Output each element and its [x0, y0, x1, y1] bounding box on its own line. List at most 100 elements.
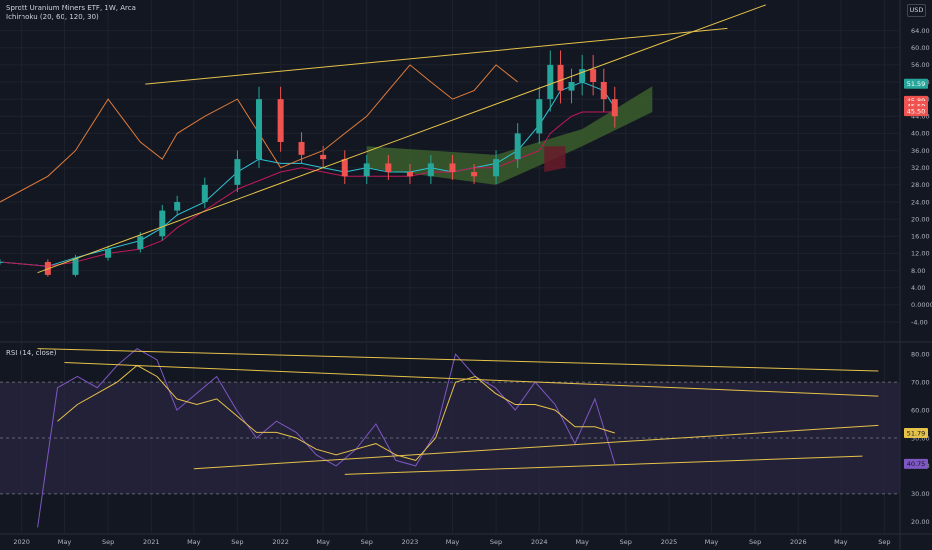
time-tick-label: Sep	[620, 538, 632, 546]
cloud-bull	[366, 86, 653, 185]
rsi-trendline[interactable]	[64, 362, 879, 397]
candle-body	[514, 133, 521, 160]
candle-body	[159, 210, 166, 237]
price-tick-label: 36.00	[911, 147, 930, 155]
candle-body	[174, 202, 181, 211]
price-tick-label: 44.00	[911, 113, 930, 121]
candle-body	[611, 99, 618, 117]
candle-body	[234, 159, 241, 185]
time-tick-label: Sep	[102, 538, 114, 546]
time-tick-label: 2023	[402, 538, 419, 546]
time-tick-label: 2024	[531, 538, 548, 546]
series-conversion-line	[0, 81, 616, 267]
time-tick-label: Sep	[490, 538, 502, 546]
rsi-tick-label: 20.00	[911, 518, 930, 526]
candle-body	[568, 82, 575, 91]
series-base-line	[0, 111, 615, 267]
candle-body	[298, 142, 305, 155]
candle-body	[427, 163, 434, 177]
candle-body	[579, 69, 586, 82]
time-tick-label: May	[316, 538, 330, 546]
chart-title: Sprott Uranium Miners ETF, 1W, Arca	[6, 4, 136, 12]
candle-body	[277, 99, 284, 142]
rsi-trendline[interactable]	[193, 424, 879, 470]
candle-body	[547, 64, 554, 100]
candle-body	[493, 159, 500, 177]
price-tag	[904, 78, 928, 89]
price-trendline[interactable]	[145, 27, 728, 85]
time-tick-label: May	[446, 538, 460, 546]
rsi-tag-label: 51.79	[907, 429, 926, 437]
price-tag	[904, 106, 928, 117]
time-tick-label: 2021	[143, 538, 160, 546]
candle-body	[72, 257, 79, 275]
rsi-tag	[904, 427, 928, 438]
rsi-series-rsi-based-ma	[57, 364, 615, 461]
candle-body	[557, 64, 564, 91]
rsi-label: RSI (14, close)	[6, 349, 57, 357]
candle-body	[449, 163, 456, 172]
rsi-band	[0, 381, 900, 495]
price-tick-label: 12.00	[911, 250, 930, 258]
rsi-tick-label: 50.00	[911, 434, 930, 442]
cloud-bear	[544, 146, 566, 172]
price-tick-label: 8.00	[911, 267, 925, 275]
axes: 64.0060.0056.0052.0048.0044.0040.0036.00…	[13, 27, 932, 546]
time-tick-label: May	[187, 538, 201, 546]
candle-body	[137, 236, 144, 250]
price-tick-label: 28.00	[911, 181, 930, 189]
time-tick-label: Sep	[749, 538, 761, 546]
price-tick-label: 56.00	[911, 61, 930, 69]
time-tick-label: 2026	[790, 538, 807, 546]
price-tick-label: 32.00	[911, 164, 930, 172]
price-candles	[0, 50, 618, 277]
time-tick-label: Sep	[231, 538, 243, 546]
rsi-tick-label: 30.00	[911, 490, 930, 498]
time-tick-label: 2022	[272, 538, 289, 546]
rsi-tick-label: 60.00	[911, 406, 930, 414]
rsi-trendline[interactable]	[37, 348, 879, 372]
price-trendline[interactable]	[37, 4, 766, 274]
candle-body	[363, 163, 370, 177]
time-tick-label: May	[834, 538, 848, 546]
rsi-tag	[904, 458, 928, 469]
price-tick-label: 24.00	[911, 198, 930, 206]
candle-body	[406, 172, 413, 177]
candle-body	[536, 99, 543, 134]
time-tick-label: Sep	[878, 538, 890, 546]
candle-body	[105, 249, 112, 258]
trendlines[interactable]	[37, 4, 879, 475]
price-tick-label: 0.0000	[911, 301, 932, 309]
time-tick-label: Sep	[361, 538, 373, 546]
candle-body	[590, 69, 597, 82]
time-tick-label: May	[575, 538, 589, 546]
price-tag-label: 45.50	[907, 107, 926, 115]
time-tick-label: May	[58, 538, 72, 546]
time-tick-label: 2020	[13, 538, 30, 546]
ichimoku-cloud	[366, 86, 653, 185]
price-tick-label: 60.00	[911, 44, 930, 52]
rsi-tag-label: 40.75	[907, 460, 926, 468]
series-lagging-span	[0, 64, 519, 203]
rsi-trendline[interactable]	[344, 455, 863, 475]
price-tag-label: 51.59	[907, 80, 926, 88]
price-tick-label: 40.00	[911, 130, 930, 138]
candle-body	[0, 262, 3, 263]
time-tick-label: May	[705, 538, 719, 546]
rsi-tick-label: 70.00	[911, 378, 930, 386]
time-tick-label: 2025	[661, 538, 678, 546]
price-tick-label: 20.00	[911, 215, 930, 223]
price-tick-label: 64.00	[911, 27, 930, 35]
price-tick-label: 4.00	[911, 284, 925, 292]
indicator-label: Ichimoku (20, 60, 120, 30)	[6, 13, 99, 21]
rsi-tick-label: 80.00	[911, 350, 930, 358]
currency-badge[interactable]: USD	[907, 4, 926, 17]
candle-body	[256, 99, 263, 160]
price-tick-label: 16.00	[911, 233, 930, 241]
price-tick-label: -4.00	[911, 318, 928, 326]
candle-body	[600, 82, 607, 100]
candle-body	[320, 154, 327, 160]
candle-body	[385, 163, 392, 172]
